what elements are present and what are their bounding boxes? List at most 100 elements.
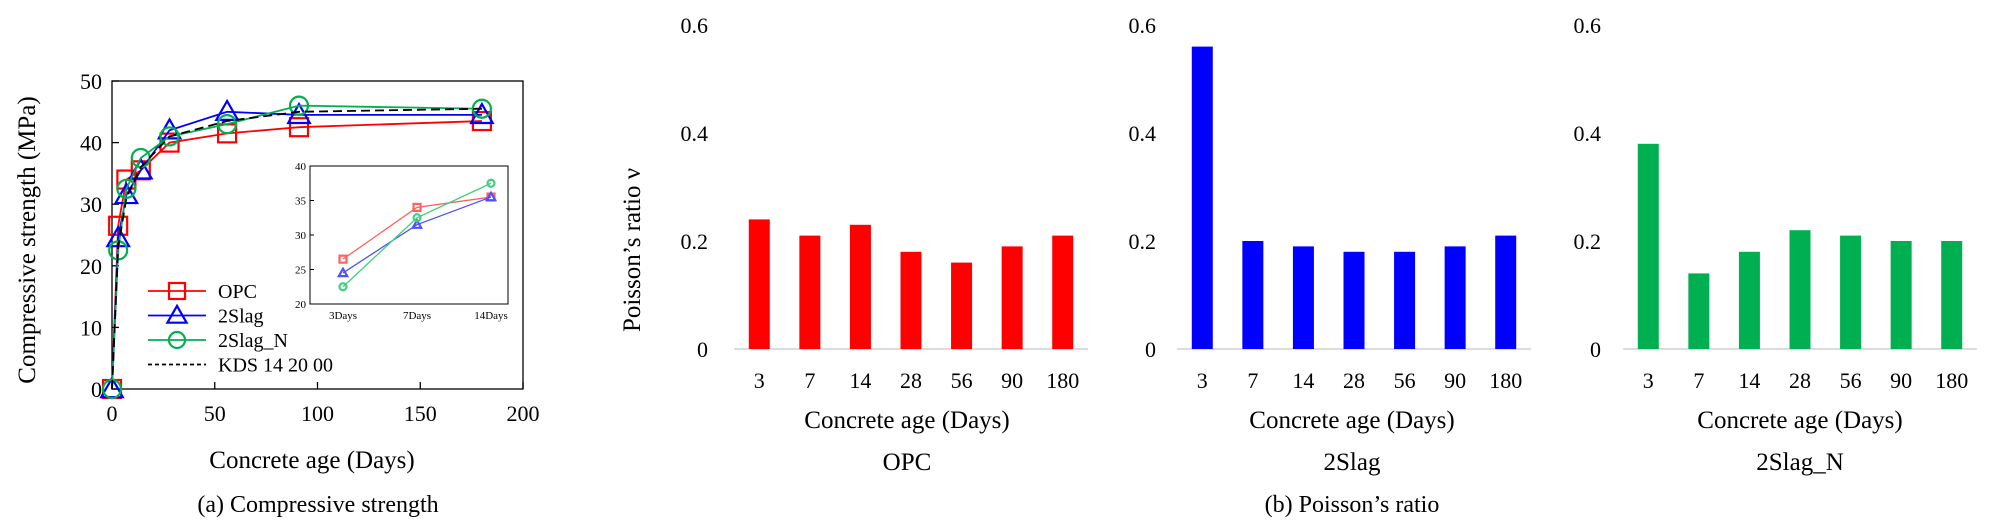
- inset-data-point-opc: [338, 254, 348, 264]
- bar-56-days: [951, 262, 973, 349]
- inset-x-tick-label: 7Days: [403, 310, 431, 322]
- inset-frame: [309, 165, 509, 305]
- series-line-opc: [111, 120, 482, 390]
- bar-14-days: [849, 224, 871, 349]
- bar-28-days: [1789, 230, 1811, 349]
- x-tick-label: 56: [1394, 368, 1416, 393]
- x-tick-label: 7: [1247, 368, 1258, 393]
- x-tick-label: 3: [1197, 368, 1208, 393]
- inset-data-point-2slag-n: [412, 213, 422, 223]
- legend-marker-2slag-n: [167, 330, 187, 350]
- series-line-2slag-n: [111, 104, 482, 390]
- poisson-ratio-chart-2slag-n: Concrete age (Days) 2Slag_N 0 0.2 0.4 0.6 3 7…: [1574, 13, 1977, 476]
- y-tick-label: 0: [1145, 337, 1156, 362]
- x-tick-label: 56: [1840, 368, 1862, 393]
- data-point-2slag: [469, 101, 495, 125]
- x-axis-label-2slag: Concrete age (Days): [1249, 407, 1454, 434]
- y-tick-label: 0: [91, 377, 102, 402]
- x-tick-label: 50: [204, 401, 226, 426]
- bar-180-days: [1052, 235, 1074, 349]
- legend-label-kds-14-20-00: KDS 14 20 00: [218, 355, 333, 377]
- x-tick-label: 56: [951, 368, 973, 393]
- data-point-2slag-n: [471, 98, 492, 119]
- y-tick-label: 0.4: [681, 121, 709, 146]
- data-point-2slag-n: [159, 126, 180, 147]
- inset-series-line-opc: [342, 196, 492, 260]
- inset-x-tick-label: 3Days: [329, 310, 357, 322]
- bar-7-days: [1688, 273, 1710, 349]
- x-tick-label: 28: [1343, 368, 1365, 393]
- y-tick-label: 0: [697, 337, 708, 362]
- x-tick-label: 14: [1738, 368, 1760, 393]
- y-tick-label: 0.4: [1574, 121, 1602, 146]
- inset-y-tick-label: 40: [295, 161, 307, 173]
- chart-title-2slag-n: 2Slag_N: [1756, 449, 1844, 476]
- series-line-kds-14-20-00: [111, 107, 482, 390]
- y-tick-label: 30: [80, 192, 102, 217]
- legend-label-2slag: 2Slag: [218, 306, 264, 328]
- x-tick-label: 0: [107, 401, 118, 426]
- bar-28-days: [1343, 251, 1365, 349]
- y-tick-label: 0.4: [1129, 121, 1157, 146]
- x-tick-label: 3: [1643, 368, 1654, 393]
- caption-b: (b) Poisson’s ratio: [1265, 492, 1440, 518]
- x-tick-label: 7: [1693, 368, 1704, 393]
- x-tick-label: 180: [1489, 368, 1522, 393]
- data-point-2slag: [214, 98, 240, 122]
- x-tick-label: 28: [1789, 368, 1811, 393]
- chart-title-2slag: 2Slag: [1324, 449, 1381, 476]
- bar-56-days: [1394, 251, 1416, 349]
- x-tick-label: 150: [404, 401, 437, 426]
- bar-56-days: [1840, 235, 1862, 349]
- inset-data-point-2slag-n: [338, 282, 348, 292]
- bar-180-days: [1941, 241, 1963, 349]
- inset-y-tick-label: 35: [295, 196, 307, 208]
- x-tick-label: 14: [849, 368, 871, 393]
- chart-title-opc: OPC: [883, 449, 932, 476]
- x-tick-label: 7: [804, 368, 815, 393]
- inset-series-line-2slag-n: [342, 182, 492, 288]
- x-tick-label: 14: [1292, 368, 1314, 393]
- y-tick-label: 0.6: [1129, 13, 1157, 38]
- inset-data-point-opc: [412, 202, 422, 212]
- data-point-2slag-n: [216, 114, 238, 135]
- bar-3-days: [1637, 143, 1659, 349]
- bar-7-days: [1242, 241, 1264, 349]
- bar-90-days: [1444, 246, 1466, 349]
- y-tick-label: 50: [80, 69, 102, 94]
- compressive-strength-chart: Compressive strength (MPa) Concrete age …: [14, 69, 540, 474]
- y-tick-label: 0.6: [681, 13, 709, 38]
- x-axis-label-2slag-n: Concrete age (Days): [1697, 407, 1902, 434]
- bar-28-days: [900, 251, 922, 349]
- y-tick-label: 10: [80, 315, 102, 340]
- y-tick-label: 20: [80, 254, 102, 279]
- caption-a: (a) Compressive strength: [197, 492, 438, 518]
- y-tick-label: 0.2: [681, 229, 709, 254]
- x-tick-label: 180: [1046, 368, 1079, 393]
- bar-180-days: [1495, 235, 1517, 349]
- x-tick-label: 200: [507, 401, 540, 426]
- x-tick-label: 90: [1890, 368, 1912, 393]
- x-axis-label-opc: Concrete age (Days): [804, 407, 1009, 434]
- inset-series-line-2slag: [342, 196, 492, 274]
- legend-marker-2slag: [165, 303, 189, 324]
- inset-y-tick-label: 20: [295, 299, 307, 311]
- poisson-ratio-chart-opc: Poisson’s ratio ν Concrete age (Days) OP…: [619, 13, 1088, 476]
- y-tick-label: 0: [1590, 337, 1601, 362]
- y-tick-label: 40: [80, 131, 102, 156]
- x-tick-label: 90: [1444, 368, 1466, 393]
- inset-x-tick-label: 14Days: [474, 310, 508, 322]
- x-tick-label: 90: [1001, 368, 1023, 393]
- inset-data-point-2slag-n: [486, 178, 496, 188]
- x-tick-label: 100: [301, 401, 334, 426]
- data-point-2slag-n: [116, 178, 137, 199]
- x-tick-label: 180: [1935, 368, 1968, 393]
- bar-90-days: [1001, 246, 1023, 349]
- inset-data-point-2slag: [410, 218, 424, 229]
- y-tick-label: 0.2: [1574, 229, 1602, 254]
- y-tick-label: 0.6: [1574, 13, 1602, 38]
- legend-marker-opc: [167, 281, 187, 301]
- x-tick-label: 3: [754, 368, 765, 393]
- bar-3-days: [748, 219, 770, 349]
